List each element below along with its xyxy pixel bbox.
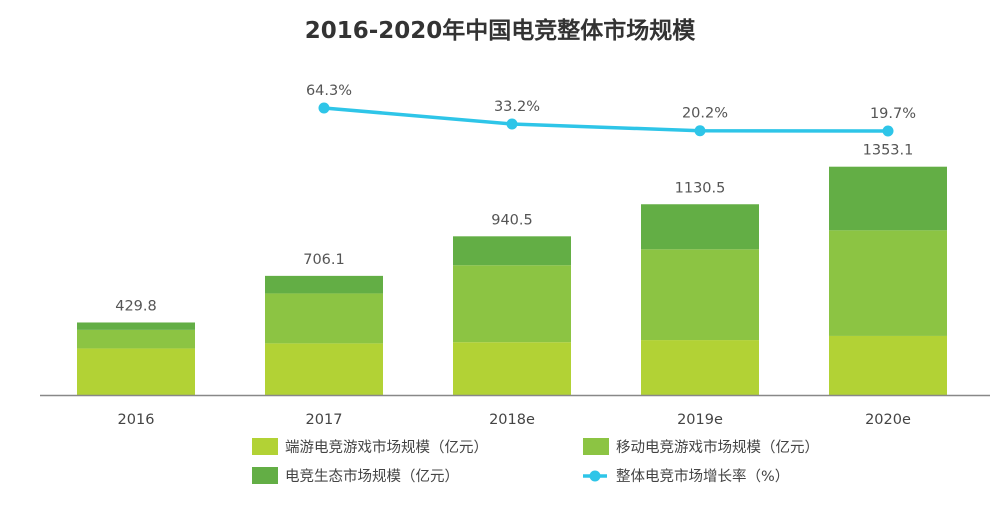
bar-segment-1-2017 xyxy=(265,293,383,344)
total-label-2017: 706.1 xyxy=(303,252,345,268)
total-label-2019e: 1130.5 xyxy=(675,180,726,196)
growth-rate-point-2018e xyxy=(506,118,518,130)
total-label-2020e: 1353.1 xyxy=(863,143,914,159)
growth-rate-label-2019e: 20.2% xyxy=(682,106,728,122)
bar-segment-2-2018e xyxy=(453,236,571,266)
legend-label-3: 整体电竞市场增长率（%） xyxy=(616,467,789,485)
bar-segment-0-2018e xyxy=(453,342,571,395)
legend-label-1: 移动电竞游戏市场规模（亿元） xyxy=(616,438,819,456)
total-label-2018e: 940.5 xyxy=(491,212,533,228)
growth-rate-line xyxy=(323,106,889,133)
legend-swatch-1 xyxy=(583,438,609,455)
x-tick-2016: 2016 xyxy=(118,412,155,428)
growth-rate-label-2020e: 19.7% xyxy=(870,106,916,122)
bar-segment-0-2016 xyxy=(77,348,195,395)
legend-label-0: 端游电竞游戏市场规模（亿元） xyxy=(285,438,488,456)
bar-segment-1-2016 xyxy=(77,329,195,349)
x-tick-2020e: 2020e xyxy=(865,412,911,428)
bar-segment-2-2016 xyxy=(77,322,195,330)
legend-line-marker xyxy=(589,470,601,482)
growth-rate-label-2017: 64.3% xyxy=(306,83,352,99)
bar-segment-2-2020e xyxy=(829,166,947,231)
bar-segment-2-2019e xyxy=(641,204,759,250)
bar-segment-1-2018e xyxy=(453,265,571,343)
x-tick-2019e: 2019e xyxy=(677,412,723,428)
x-tick-2018e: 2018e xyxy=(489,412,535,428)
growth-rate-point-2020e xyxy=(882,125,894,137)
bar-segment-2-2017 xyxy=(265,275,383,294)
total-label-2016: 429.8 xyxy=(115,298,157,314)
bar-segment-0-2020e xyxy=(829,335,947,395)
legend-swatch-0 xyxy=(252,438,278,455)
bar-segment-0-2019e xyxy=(641,340,759,395)
legend-label-2: 电竞生态市场规模（亿元） xyxy=(285,467,459,485)
chart-title: 2016-2020年中国电竞整体市场规模 xyxy=(305,17,697,44)
bar-segment-0-2017 xyxy=(265,343,383,395)
growth-rate-point-2017 xyxy=(318,102,330,114)
bar-segment-1-2019e xyxy=(641,249,759,341)
bar-segment-1-2020e xyxy=(829,230,947,336)
x-tick-2017: 2017 xyxy=(306,412,343,428)
legend-swatch-2 xyxy=(252,467,278,484)
growth-rate-point-2019e xyxy=(694,125,706,137)
growth-rate-label-2018e: 33.2% xyxy=(494,99,540,115)
